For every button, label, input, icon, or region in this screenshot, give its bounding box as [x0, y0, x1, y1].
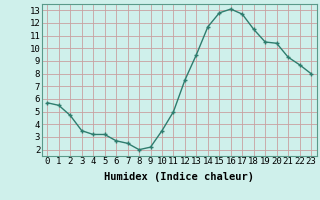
X-axis label: Humidex (Indice chaleur): Humidex (Indice chaleur): [104, 172, 254, 182]
